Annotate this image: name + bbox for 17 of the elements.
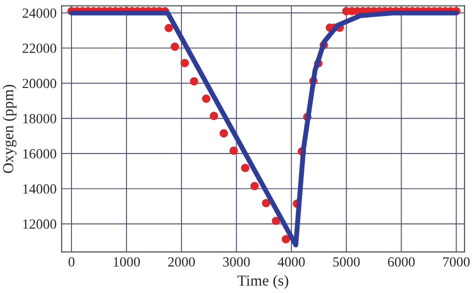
y-tick-label: 18000 <box>23 114 56 124</box>
x-tick-label: 0 <box>68 257 74 267</box>
y-tick-label: 24000 <box>22 8 56 18</box>
x-tick-label: 2000 <box>168 257 195 267</box>
y-tick-label: 12000 <box>23 219 56 229</box>
y-tick-label: 22000 <box>22 44 56 54</box>
x-tick-label: 3000 <box>223 257 250 267</box>
x-tick-label: 1000 <box>114 257 140 267</box>
x-tick-label: 5000 <box>333 257 360 267</box>
x-tick-label: 7000 <box>443 257 470 267</box>
y-tick-label: 14000 <box>23 184 56 194</box>
y-axis-title: Oxygen (ppm) <box>2 84 16 174</box>
x-tick-label: 6000 <box>388 257 415 267</box>
y-tick-label: 16000 <box>23 149 56 158</box>
x-axis-title: Time (s) <box>238 274 288 289</box>
y-tick-label: 20000 <box>22 78 56 88</box>
x-tick-label: 4000 <box>278 257 305 267</box>
